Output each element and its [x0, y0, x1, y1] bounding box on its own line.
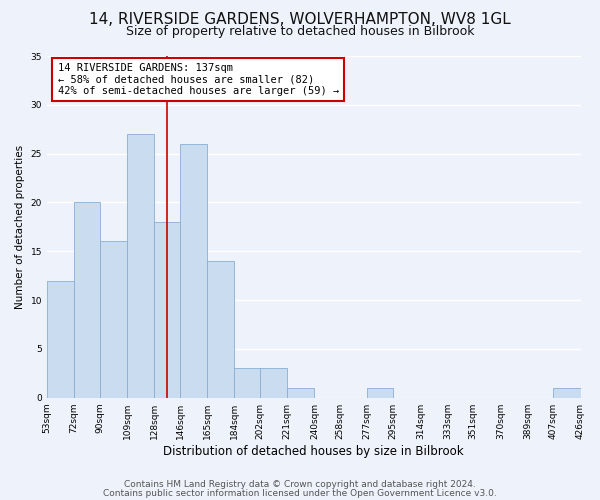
X-axis label: Distribution of detached houses by size in Bilbrook: Distribution of detached houses by size …: [163, 444, 464, 458]
Bar: [207, 261, 235, 398]
Bar: [260, 368, 287, 398]
Bar: [74, 202, 100, 398]
Bar: [367, 388, 393, 398]
Bar: [287, 388, 314, 398]
Text: Contains HM Land Registry data © Crown copyright and database right 2024.: Contains HM Land Registry data © Crown c…: [124, 480, 476, 489]
Bar: [127, 134, 154, 398]
Bar: [180, 144, 207, 398]
Bar: [235, 368, 260, 398]
Text: 14 RIVERSIDE GARDENS: 137sqm
← 58% of detached houses are smaller (82)
42% of se: 14 RIVERSIDE GARDENS: 137sqm ← 58% of de…: [58, 63, 339, 96]
Text: Contains public sector information licensed under the Open Government Licence v3: Contains public sector information licen…: [103, 488, 497, 498]
Bar: [100, 242, 127, 398]
Text: 14, RIVERSIDE GARDENS, WOLVERHAMPTON, WV8 1GL: 14, RIVERSIDE GARDENS, WOLVERHAMPTON, WV…: [89, 12, 511, 28]
Y-axis label: Number of detached properties: Number of detached properties: [15, 145, 25, 309]
Bar: [47, 280, 74, 398]
Bar: [553, 388, 581, 398]
Text: Size of property relative to detached houses in Bilbrook: Size of property relative to detached ho…: [126, 25, 474, 38]
Bar: [154, 222, 180, 398]
